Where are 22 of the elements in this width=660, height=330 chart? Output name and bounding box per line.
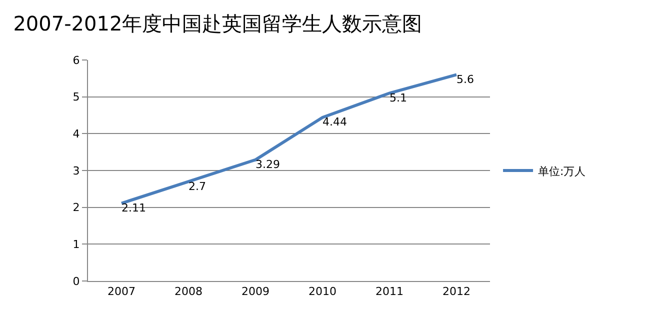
y-tick-label: 5: [72, 90, 80, 104]
x-tick-label: 2012: [442, 285, 470, 298]
chart-title: 2007-2012年度中国赴英国留学生人数示意图: [13, 12, 422, 36]
y-tick-label: 6: [72, 54, 80, 67]
data-label: 5.6: [456, 72, 474, 86]
legend-label: 单位:万人: [538, 164, 586, 178]
y-tick-label: 2: [72, 201, 80, 214]
x-tick-label: 2011: [376, 285, 404, 298]
y-tick-label: 4: [72, 128, 80, 141]
x-tick-label: 2008: [174, 285, 202, 298]
x-tick-label: 2007: [108, 285, 136, 298]
y-tick-label: 0: [72, 274, 80, 288]
data-label: 5.1: [390, 91, 407, 104]
data-label: 2.7: [188, 180, 206, 193]
data-label: 3.29: [256, 158, 280, 172]
data-label: 4.44: [322, 116, 347, 129]
y-tick-label: 1: [72, 238, 80, 252]
line-series: [120, 73, 458, 205]
x-tick-label: 2010: [308, 285, 336, 298]
y-tick-label: 3: [72, 164, 80, 178]
x-tick-label: 2009: [242, 285, 270, 298]
data-label: 2.11: [122, 202, 146, 215]
